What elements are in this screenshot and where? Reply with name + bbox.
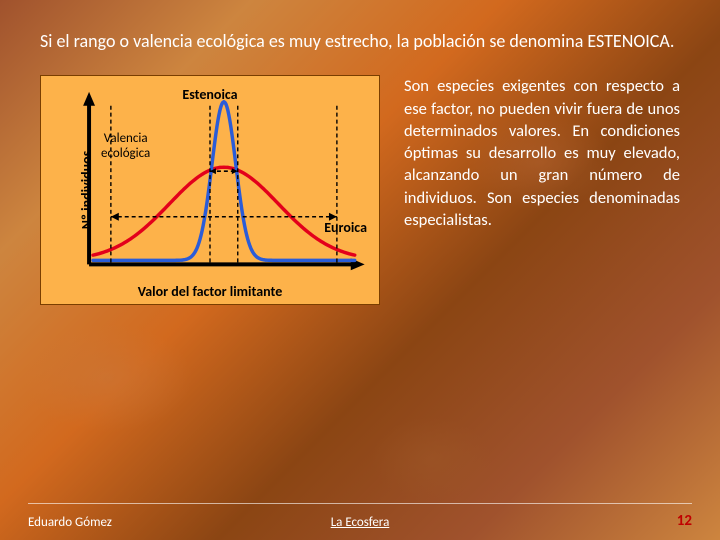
- intro-text: Si el rango o valencia ecológica es muy …: [40, 30, 680, 53]
- page-number: 12: [677, 512, 692, 530]
- chart-container: Nº individuos Estenoica Valenciaecológic…: [40, 75, 380, 305]
- chart-svg: [41, 76, 379, 304]
- description-text: Son especies exigentes con respecto a es…: [404, 75, 680, 231]
- footer-divider: [28, 503, 692, 504]
- footer: Eduardo Gómez La Ecosfera 12: [0, 512, 720, 530]
- footer-title: La Ecosfera: [331, 515, 390, 530]
- content-row: Nº individuos Estenoica Valenciaecológic…: [40, 75, 680, 305]
- footer-author: Eduardo Gómez: [28, 515, 112, 530]
